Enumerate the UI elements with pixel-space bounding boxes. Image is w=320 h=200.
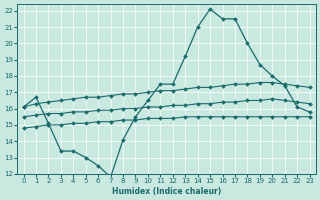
X-axis label: Humidex (Indice chaleur): Humidex (Indice chaleur) xyxy=(112,187,221,196)
